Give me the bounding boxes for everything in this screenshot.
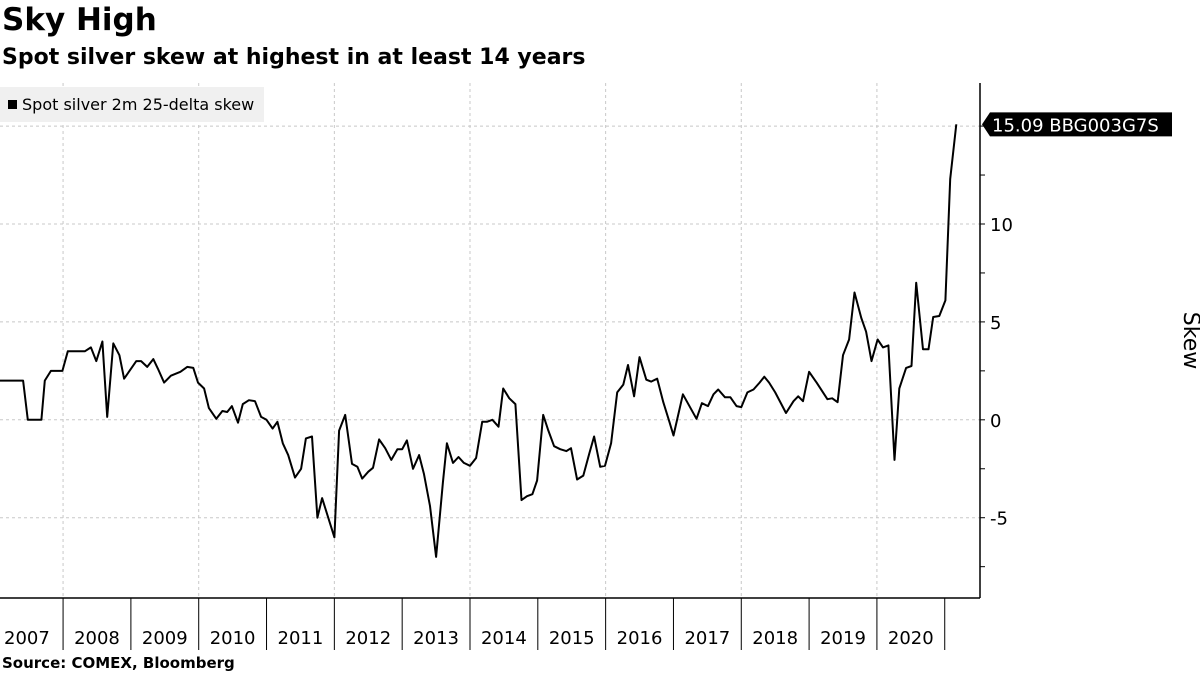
legend: Spot silver 2m 25-delta skew	[0, 87, 265, 122]
x-tick-label: 2014	[481, 628, 527, 649]
x-tick-label: 2009	[142, 628, 188, 649]
chart-title: Sky High	[2, 2, 157, 38]
x-tick-label: 2019	[820, 628, 866, 649]
legend-swatch	[8, 100, 17, 109]
legend-label: Spot silver 2m 25-delta skew	[22, 95, 255, 114]
x-tick-label: 2018	[752, 628, 798, 649]
x-tick-label: 2015	[549, 628, 595, 649]
x-tick-label: 2011	[278, 628, 324, 649]
y-axis-label: Skew	[1178, 311, 1200, 370]
y-tick-label: -5	[990, 509, 1008, 530]
x-tick-label: 2008	[74, 628, 120, 649]
last-value-tag	[982, 112, 1172, 137]
x-tick-label: 2012	[345, 628, 391, 649]
last-value-label: 15.09 BBG003G7S	[992, 115, 1159, 136]
x-tick-label: 2017	[684, 628, 730, 649]
x-tick-label: 2020	[888, 628, 934, 649]
x-tick-label: 2010	[210, 628, 256, 649]
series-line	[0, 124, 958, 558]
y-tick-label: 0	[990, 411, 1001, 432]
x-tick-label: 2016	[617, 628, 663, 649]
chart-subtitle: Spot silver skew at highest in at least …	[2, 45, 586, 70]
source-note: Source: COMEX, Bloomberg	[2, 654, 235, 672]
x-tick-label: 2007	[4, 628, 50, 649]
x-tick-label: 2013	[413, 628, 459, 649]
y-tick-label: 5	[990, 313, 1001, 334]
y-tick-label: 10	[990, 215, 1013, 236]
